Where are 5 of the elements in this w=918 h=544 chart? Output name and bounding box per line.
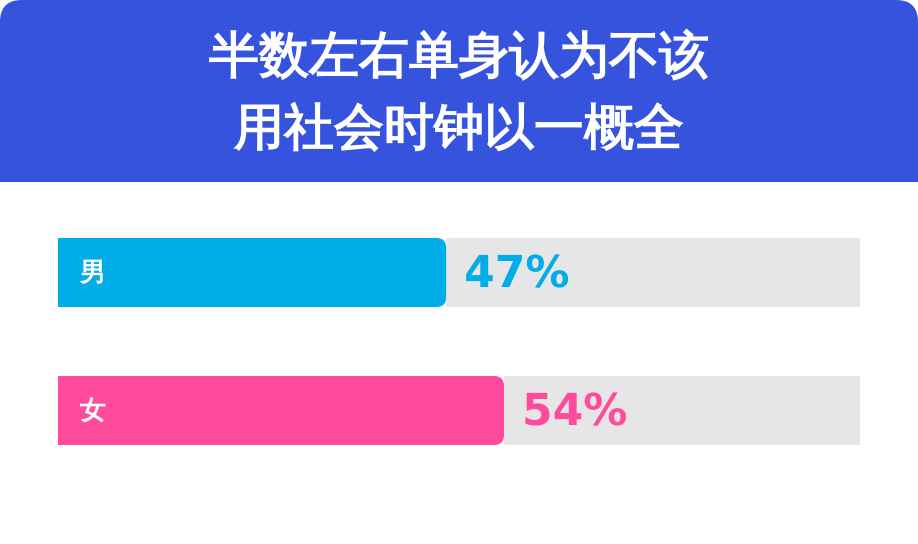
chart-title: 半数左右单身认为不该用社会时钟以一概全 [208,26,709,156]
data-label: 47% [464,247,570,298]
y-tick-label: 女 [79,396,106,426]
y-tick-label: 男 [79,258,106,288]
data-label: 54% [522,385,628,436]
